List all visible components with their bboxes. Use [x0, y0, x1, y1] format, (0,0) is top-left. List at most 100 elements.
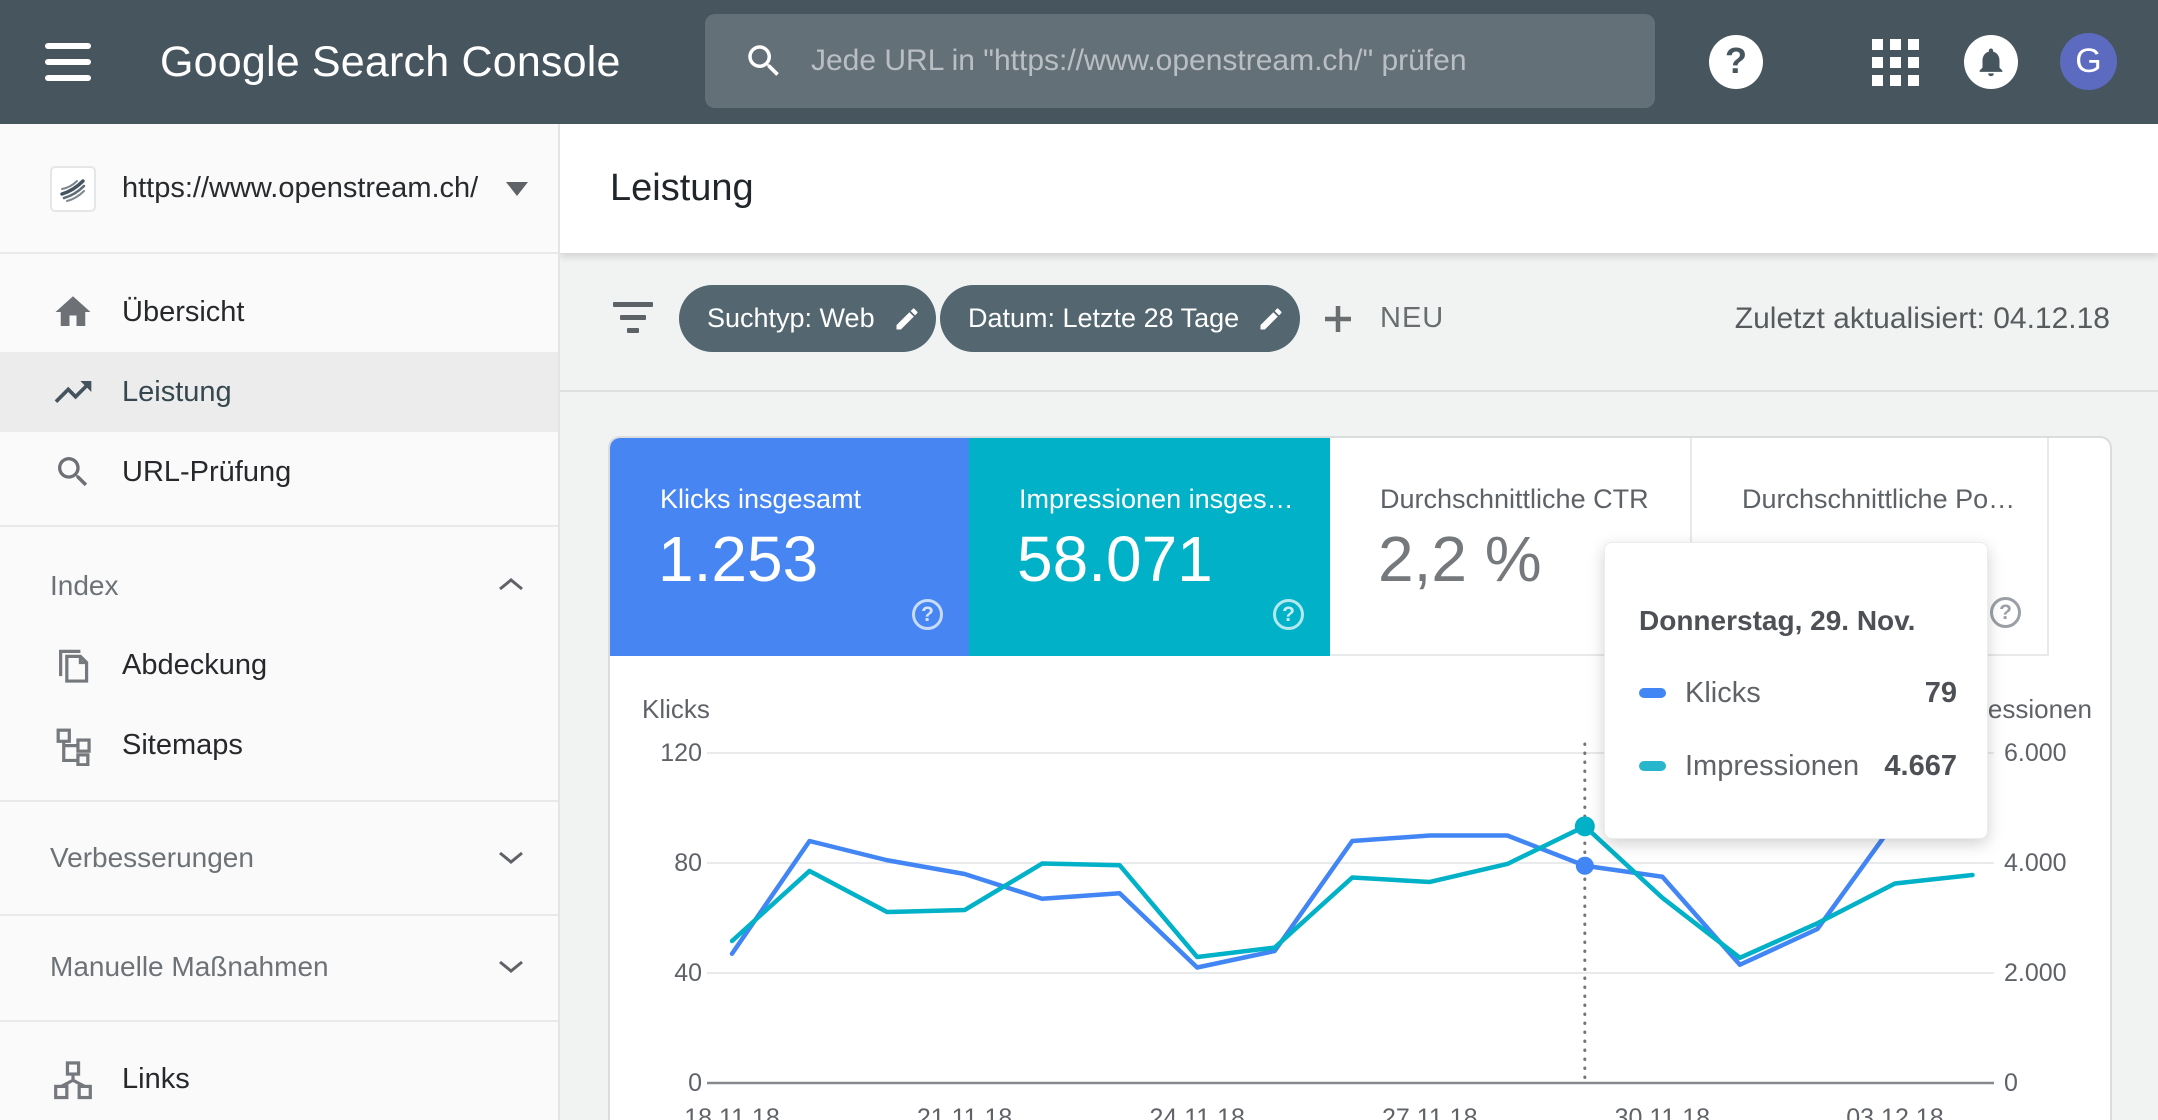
question-mark-icon: ? — [1725, 40, 1747, 81]
divider — [0, 1020, 558, 1022]
app-logo[interactable]: Google Search Console — [160, 0, 621, 124]
logo-product: Search Console — [311, 37, 621, 86]
card-value: 1.253 — [658, 523, 819, 595]
help-icon[interactable]: ? — [1990, 597, 2021, 628]
google-apps-icon[interactable] — [1872, 39, 1919, 86]
metric-cards: Klicks insgesamt 1.253 ? Impressionen in… — [610, 438, 2110, 656]
series-impressionen — [729, 824, 1975, 961]
edit-pencil-icon — [896, 307, 918, 329]
left-axis-tick: 0 — [688, 1069, 702, 1097]
sidebar-item-label: Links — [122, 1062, 190, 1095]
impressionen-series-swatch — [1639, 761, 1666, 771]
new-filter-button[interactable]: NEU — [1322, 285, 1444, 352]
sidebar-item-label: Abdeckung — [122, 648, 268, 681]
sidebar-item-leistung[interactable]: Leistung — [0, 352, 558, 432]
card-label: Durchschnittliche Po… — [1742, 484, 2016, 514]
card-label: Klicks insgesamt — [660, 484, 862, 514]
x-axis-tick: 30.11.18 — [1615, 1104, 1710, 1120]
card-total-impressions[interactable]: Impressionen insges… 58.071 ? — [969, 438, 1330, 656]
search-icon — [50, 449, 96, 495]
sidebar-item-links[interactable]: Links — [0, 1039, 558, 1119]
chevron-down-icon — [506, 182, 528, 196]
tooltip-value: 79 — [1924, 676, 1957, 709]
filter-chip-datum[interactable]: Datum: Letzte 28 Tage — [940, 285, 1301, 352]
divider — [0, 525, 558, 527]
card-value: 2,2 % — [1378, 523, 1542, 595]
sidebar-item-label: Übersicht — [122, 295, 245, 328]
menu-icon[interactable] — [45, 43, 91, 81]
help-icon[interactable]: ? — [1273, 599, 1304, 630]
property-favicon — [50, 166, 96, 212]
url-inspection-search[interactable]: Jede URL in "https://www.openstream.ch/"… — [705, 14, 1655, 108]
x-axis-tick: 21.11.18 — [917, 1104, 1012, 1120]
tooltip-date: Donnerstag, 29. Nov. — [1639, 605, 1916, 636]
x-axis-tick: 24.11.18 — [1149, 1104, 1244, 1120]
sidebar-item-label: Sitemaps — [122, 728, 243, 761]
tooltip-value: 4.667 — [1884, 749, 1957, 782]
property-url: https://www.openstream.ch/ — [122, 171, 479, 204]
tooltip-label: Klicks — [1685, 676, 1761, 709]
main-content: Leistung Suchtyp: Web Datum: Letzte 28 T… — [560, 124, 2158, 1120]
openstream-logo-icon — [60, 179, 86, 202]
left-axis-tick: 40 — [674, 959, 702, 987]
chip-label: Datum: Letzte 28 Tage — [968, 303, 1240, 333]
section-label: Index — [50, 570, 119, 601]
notifications-button[interactable] — [1964, 35, 2018, 89]
divider — [0, 252, 558, 254]
left-axis-title: Klicks — [642, 694, 710, 724]
help-button[interactable]: ? — [1709, 35, 1763, 89]
app-header: Google Search Console Jede URL in "https… — [0, 0, 2158, 124]
home-icon — [50, 289, 96, 335]
filter-icon[interactable] — [613, 302, 653, 334]
tooltip-row-klicks: Klicks 79 — [1639, 676, 1957, 709]
property-selector[interactable]: https://www.openstream.ch/ — [0, 124, 558, 252]
sidebar-item-abdeckung[interactable]: Abdeckung — [0, 625, 558, 705]
klicks-series-swatch — [1639, 688, 1666, 698]
search-placeholder: Jede URL in "https://www.openstream.ch/"… — [811, 44, 1467, 77]
last-updated: Zuletzt aktualisiert: 04.12.18 — [1734, 301, 2110, 335]
sidebar-section-verbesserungen[interactable]: Verbesserungen — [0, 819, 558, 897]
hover-dot-klicks — [1575, 856, 1594, 875]
edit-pencil-icon — [1260, 307, 1282, 329]
x-axis-tick: 27.11.18 — [1382, 1104, 1477, 1120]
chevron-up-icon — [496, 575, 526, 600]
left-axis-tick: 120 — [660, 739, 702, 767]
search-icon — [748, 45, 779, 76]
card-value: 58.071 — [1017, 523, 1213, 595]
x-axis-tick: 18.11.18 — [684, 1104, 779, 1120]
filter-toolbar: Suchtyp: Web Datum: Letzte 28 Tage NEU Z… — [560, 253, 2158, 392]
sidebar-section-manuelle-massnahmen[interactable]: Manuelle Maßnahmen — [0, 928, 558, 1006]
hover-dot-impressionen — [1574, 816, 1595, 837]
filter-chip-suchtyp[interactable]: Suchtyp: Web — [679, 285, 936, 352]
avatar-letter: G — [2075, 42, 2102, 80]
right-axis-tick: 6.000 — [2004, 739, 2067, 767]
help-icon[interactable]: ? — [912, 599, 943, 630]
card-total-clicks[interactable]: Klicks insgesamt 1.253 ? — [610, 438, 969, 656]
tooltip-label: Impressionen — [1685, 749, 1860, 782]
section-label: Verbesserungen — [50, 842, 254, 873]
series-klicks — [729, 819, 1975, 970]
bell-icon — [1979, 48, 2003, 77]
sidebar-item-label: Leistung — [122, 375, 232, 408]
right-axis-tick: 0 — [2004, 1069, 2018, 1097]
chevron-down-icon — [496, 847, 526, 872]
coverage-pages-icon — [50, 642, 96, 688]
sidebar-item-sitemaps[interactable]: Sitemaps — [0, 705, 558, 785]
sidebar-item-url-pruefung[interactable]: URL-Prüfung — [0, 432, 558, 512]
trending-up-icon — [50, 369, 96, 415]
page-header: Leistung — [560, 124, 2158, 253]
links-tree-icon — [50, 1056, 96, 1102]
card-label: Impressionen insges… — [1019, 484, 1294, 514]
sitemap-icon — [50, 722, 96, 768]
right-axis-tick: 4.000 — [2004, 849, 2067, 877]
tooltip-row-impressionen: Impressionen 4.667 — [1639, 749, 1957, 782]
avatar[interactable]: G — [2060, 33, 2117, 90]
section-label: Manuelle Maßnahmen — [50, 951, 329, 982]
chevron-down-icon — [496, 956, 526, 981]
sidebar-item-uebersicht[interactable]: Übersicht — [0, 272, 558, 352]
sidebar-section-index[interactable]: Index — [0, 547, 558, 625]
x-axis-tick: 03.12.18 — [1846, 1104, 1943, 1120]
plus-icon — [1325, 305, 1351, 332]
divider — [0, 914, 558, 916]
